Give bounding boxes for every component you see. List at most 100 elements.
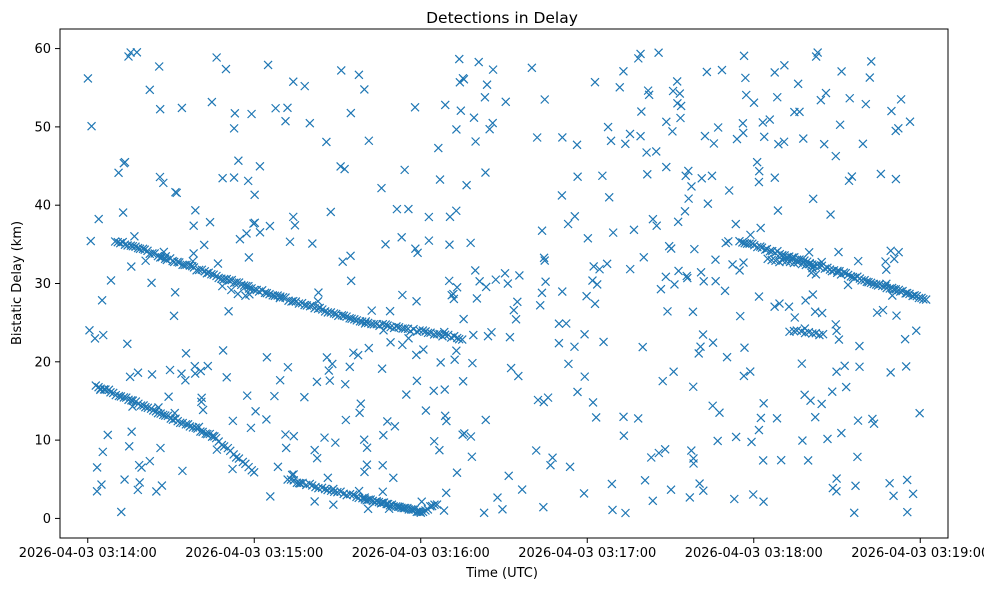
data-point: [118, 208, 128, 217]
data-point: [514, 270, 524, 280]
data-point: [828, 483, 838, 493]
data-point: [468, 330, 478, 340]
data-point: [466, 238, 476, 248]
data-point: [459, 429, 469, 438]
data-point: [681, 171, 691, 181]
data-point: [801, 295, 810, 305]
data-point: [767, 255, 777, 265]
data-point: [694, 348, 704, 358]
data-point: [378, 487, 388, 497]
data-point: [731, 219, 741, 229]
data-point: [451, 346, 461, 356]
data-point: [265, 491, 275, 501]
data-point: [487, 327, 496, 337]
data-point: [849, 508, 859, 518]
data-point: [273, 462, 283, 472]
data-point: [509, 305, 519, 315]
data-point: [390, 421, 400, 431]
data-point: [340, 164, 350, 174]
data-point: [708, 338, 718, 348]
data-point: [827, 387, 837, 397]
data-point: [224, 306, 234, 316]
data-point: [430, 500, 439, 510]
data-point: [362, 443, 372, 453]
data-point: [619, 66, 628, 76]
data-point: [756, 413, 766, 423]
data-point: [229, 123, 239, 133]
data-point: [283, 362, 293, 372]
data-point: [451, 125, 461, 134]
data-point: [133, 368, 143, 378]
data-point: [324, 366, 334, 375]
data-point: [865, 73, 875, 82]
data-point: [228, 416, 238, 426]
data-point: [147, 248, 157, 258]
data-point: [797, 436, 807, 445]
data-point: [652, 221, 662, 231]
data-point: [457, 335, 467, 344]
data-point: [747, 437, 756, 447]
data-point: [312, 453, 322, 463]
data-point: [261, 414, 271, 424]
data-point: [421, 327, 431, 336]
data-point: [424, 212, 434, 222]
data-point: [251, 406, 261, 416]
data-point: [700, 131, 710, 141]
data-point: [172, 188, 182, 198]
data-point: [135, 478, 145, 487]
data-point: [214, 273, 224, 283]
data-point: [412, 376, 422, 386]
data-point: [843, 280, 853, 290]
data-point: [233, 289, 243, 299]
data-point: [348, 348, 358, 358]
data-point: [826, 210, 835, 219]
data-point: [114, 168, 123, 178]
data-point: [201, 429, 211, 439]
data-point: [800, 324, 810, 333]
data-point: [229, 173, 239, 182]
data-point: [831, 151, 841, 161]
data-point: [328, 484, 338, 494]
data-point: [819, 139, 829, 149]
data-point: [356, 399, 366, 409]
data-point: [717, 65, 727, 75]
data-point: [857, 276, 867, 285]
data-point: [456, 106, 466, 116]
data-point: [504, 471, 514, 481]
data-point: [636, 49, 645, 59]
data-point: [745, 239, 755, 249]
data-point: [789, 258, 799, 268]
data-point: [131, 242, 140, 252]
data-point: [434, 445, 444, 455]
data-point: [403, 204, 413, 214]
data-point: [481, 168, 490, 178]
data-point: [620, 139, 630, 149]
data-point: [122, 339, 132, 349]
data-point: [436, 358, 446, 367]
data-point: [770, 173, 780, 183]
data-point: [250, 190, 260, 200]
data-point: [674, 266, 683, 276]
data-point: [314, 288, 323, 297]
data-point: [119, 393, 129, 402]
data-point: [644, 90, 654, 100]
data-point: [853, 416, 863, 426]
data-point: [902, 288, 912, 298]
data-point: [429, 436, 439, 446]
data-point: [145, 456, 155, 466]
data-point: [886, 246, 896, 256]
data-point: [362, 460, 372, 470]
data-point: [209, 270, 219, 280]
data-point: [656, 284, 666, 294]
data-point: [190, 369, 200, 378]
data-point: [887, 106, 896, 116]
data-point: [573, 172, 583, 182]
data-point: [336, 162, 346, 171]
data-point: [137, 463, 146, 473]
data-point: [222, 372, 232, 382]
data-point: [378, 460, 388, 470]
data-point: [707, 171, 717, 181]
data-point: [346, 251, 355, 261]
data-point: [155, 172, 165, 182]
y-tick-label: 40: [34, 199, 51, 214]
